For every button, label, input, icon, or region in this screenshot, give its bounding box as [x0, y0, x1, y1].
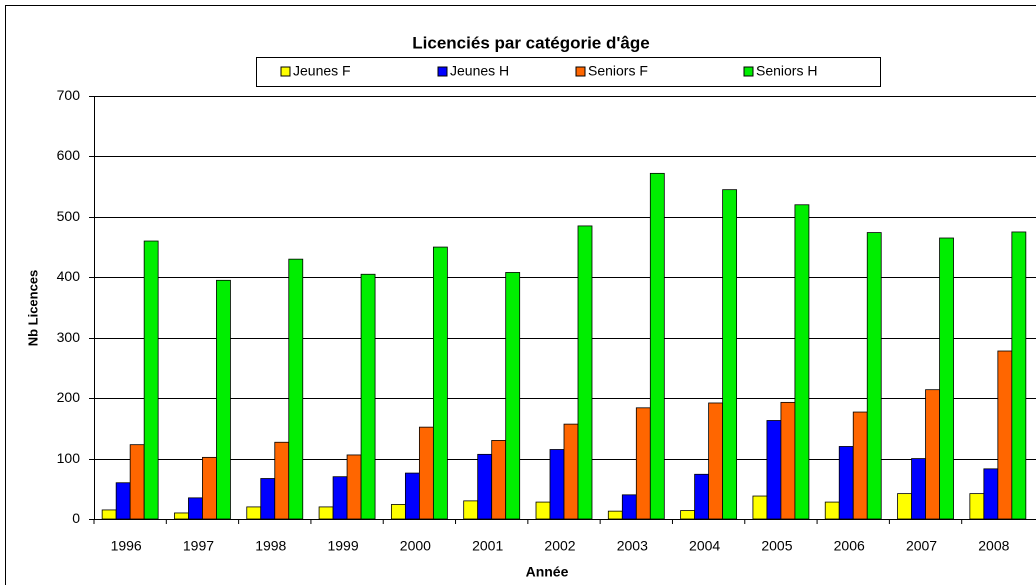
bar: [969, 493, 985, 520]
bar: [404, 472, 420, 520]
x-tick-label: 2000: [400, 538, 431, 554]
legend-box: [256, 57, 881, 87]
bar: [549, 449, 565, 520]
y-tick-label: 500: [57, 208, 81, 224]
chart-title: Licenciés par catégorie d'âge: [412, 33, 649, 52]
bar: [1011, 231, 1027, 520]
bar: [649, 172, 665, 520]
bar: [563, 423, 579, 520]
bar: [246, 506, 262, 520]
bar: [318, 506, 334, 520]
legend-swatch: [437, 66, 448, 77]
x-tick-label: 2001: [472, 538, 503, 554]
bar: [577, 225, 593, 520]
x-tick-label: 2004: [689, 538, 720, 554]
bar: [708, 402, 724, 520]
y-tick-label: 300: [57, 329, 81, 345]
x-tick-label: 1999: [327, 538, 358, 554]
bar: [766, 420, 782, 520]
bar: [911, 458, 926, 520]
bar: [505, 272, 521, 520]
y-tick-label: 200: [57, 389, 81, 405]
y-axis-title: Nb Licences: [25, 270, 40, 347]
bar: [477, 453, 493, 520]
x-tick-label: 1998: [255, 538, 286, 554]
bar: [852, 411, 868, 520]
bar: [997, 350, 1013, 520]
bar: [202, 456, 217, 520]
legend-label: Seniors H: [756, 63, 817, 79]
bar: [983, 468, 999, 520]
x-tick-label: 2005: [761, 538, 792, 554]
legend-label: Jeunes H: [450, 63, 509, 79]
x-tick-label: 2003: [617, 538, 648, 554]
legend-swatch: [280, 66, 291, 77]
bar: [174, 512, 189, 520]
bar: [188, 497, 203, 520]
bar: [752, 495, 768, 520]
bar: [635, 407, 651, 520]
y-tick-label: 400: [57, 268, 81, 284]
bar: [722, 189, 738, 520]
bar: [101, 509, 117, 520]
bar: [115, 482, 131, 520]
legend-label: Jeunes F: [293, 63, 351, 79]
bar: [463, 500, 479, 520]
bar: [794, 204, 810, 520]
bar: [143, 240, 159, 520]
bar: [694, 473, 710, 520]
bar: [621, 494, 637, 520]
bar: [535, 501, 551, 520]
bar: [607, 510, 623, 520]
bar: [897, 493, 912, 520]
bar: [925, 389, 940, 520]
x-tick-label: 2006: [834, 538, 865, 554]
bar: [216, 279, 231, 520]
bar: [260, 478, 276, 520]
x-tick-label: 2002: [544, 538, 575, 554]
bar: [274, 441, 290, 520]
bar: [346, 454, 362, 520]
x-tick-label: 2008: [978, 538, 1009, 554]
bar: [780, 401, 796, 520]
bar: [824, 501, 840, 520]
legend-swatch: [743, 66, 754, 77]
bar: [838, 446, 854, 520]
bar: [332, 476, 348, 520]
bar: [288, 258, 304, 520]
bar: [491, 440, 507, 520]
legend-label: Seniors F: [588, 63, 648, 79]
legend-swatch: [575, 66, 586, 77]
bar: [866, 232, 882, 520]
y-tick-label: 600: [57, 147, 81, 163]
y-tick-label: 100: [57, 450, 81, 466]
bar: [390, 504, 406, 520]
bar: [432, 246, 448, 520]
x-tick-label: 1997: [183, 538, 214, 554]
bar: [360, 273, 376, 520]
x-axis-title: Année: [526, 564, 569, 580]
bar: [939, 237, 954, 520]
bar: [418, 426, 434, 520]
bar: [129, 444, 145, 520]
y-tick-label: 700: [57, 87, 81, 103]
bar: [680, 510, 696, 520]
y-tick-label: 0: [72, 510, 80, 526]
x-tick-label: 1996: [111, 538, 142, 554]
x-tick-label: 2007: [906, 538, 937, 554]
